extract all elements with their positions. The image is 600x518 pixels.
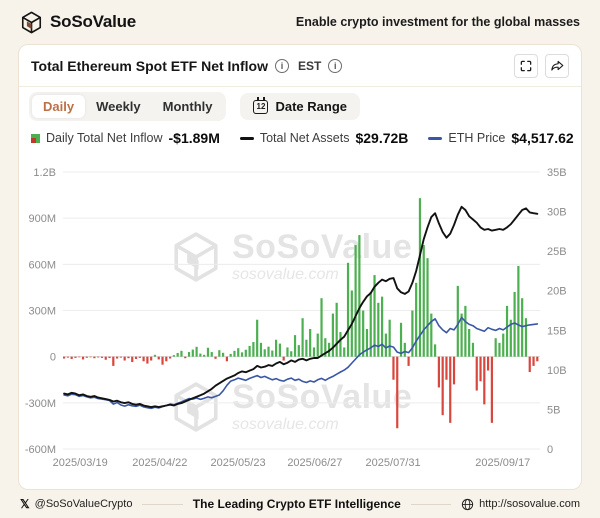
legend-item-inflow[interactable]: Daily Total Net Inflow -$1.89M — [31, 130, 220, 146]
brand: SoSoValue — [20, 11, 136, 34]
date-range-label: Date Range — [275, 98, 348, 114]
chart-card: Total Ethereum Spot ETF Net Inflow i EST… — [18, 44, 582, 490]
legend: Daily Total Net Inflow -$1.89M Total Net… — [31, 125, 574, 151]
fullscreen-icon — [520, 60, 532, 71]
divider — [142, 503, 183, 505]
legend-value: -$1.89M — [168, 130, 220, 146]
svg-text:25B: 25B — [547, 246, 567, 258]
svg-text:15B: 15B — [547, 325, 567, 337]
tab-daily[interactable]: Daily — [32, 94, 86, 118]
svg-text:0: 0 — [547, 444, 553, 456]
url-text: http://sosovalue.com — [479, 498, 581, 510]
chart-title: Total Ethereum Spot ETF Net Inflow — [31, 57, 268, 74]
legend-value: $4,517.62 — [511, 130, 574, 146]
svg-text:0: 0 — [50, 352, 56, 364]
footer-url: http://sosovalue.com — [461, 498, 580, 511]
bar-marker-icon — [31, 133, 40, 143]
etf-inflow-chart-plot[interactable]: 1.2B 900M 600M 300M 0 -300M -600M 35B 30B 25B 20B 1… — [0, 160, 600, 480]
header: SoSoValue Enable crypto investment for t… — [0, 0, 600, 44]
svg-text:300M: 300M — [28, 306, 56, 318]
svg-text:-600M: -600M — [25, 444, 56, 456]
svg-text:900M: 900M — [28, 213, 56, 225]
share-icon — [550, 60, 563, 71]
tabs-row: Daily Weekly Monthly 12 Date Range — [29, 89, 361, 123]
blue-line-marker-icon — [428, 136, 443, 140]
est-info-icon[interactable]: i — [328, 58, 343, 73]
svg-text:2025/05/23: 2025/05/23 — [211, 457, 266, 469]
tab-monthly[interactable]: Monthly — [162, 98, 213, 114]
svg-text:30B: 30B — [547, 207, 567, 219]
date-range-button[interactable]: 12 Date Range — [240, 92, 361, 120]
globe-icon — [461, 498, 474, 510]
x-logo-icon: 𝕏 — [20, 497, 30, 511]
interval-tab-group: Daily Weekly Monthly — [29, 91, 227, 121]
timezone-label: EST — [297, 58, 322, 73]
legend-name: Daily Total Net Inflow — [46, 131, 163, 145]
svg-text:2025/09/17: 2025/09/17 — [475, 457, 530, 469]
footer: 𝕏 @SoSoValueCrypto The Leading Crypto ET… — [0, 490, 600, 518]
svg-text:600M: 600M — [28, 259, 56, 271]
svg-text:35B: 35B — [547, 167, 567, 179]
svg-text:5B: 5B — [547, 404, 560, 416]
svg-text:10B: 10B — [547, 365, 567, 377]
legend-item-net-assets[interactable]: Total Net Assets $29.72B — [239, 130, 409, 146]
sosovalue-cube-logo — [21, 11, 42, 33]
brand-name: SoSoValue — [50, 12, 137, 31]
legend-value: $29.72B — [355, 130, 409, 146]
calendar-icon: 12 — [253, 97, 269, 114]
footer-slogan: The Leading Crypto ETF Intelligence — [192, 497, 401, 511]
footer-x-handle: 𝕏 @SoSoValueCrypto — [20, 497, 132, 511]
share-button[interactable] — [545, 53, 569, 78]
svg-text:1.2B: 1.2B — [33, 167, 56, 179]
svg-text:2025/06/27: 2025/06/27 — [287, 457, 342, 469]
svg-text:20B: 20B — [547, 286, 567, 298]
svg-text:2025/04/22: 2025/04/22 — [132, 457, 187, 469]
svg-text:-300M: -300M — [25, 398, 56, 410]
fullscreen-button[interactable] — [514, 53, 538, 78]
legend-name: ETH Price — [448, 131, 506, 145]
svg-text:2025/07/31: 2025/07/31 — [366, 457, 421, 469]
black-line-marker-icon — [239, 136, 254, 140]
tab-weekly[interactable]: Weekly — [96, 98, 141, 114]
x-handle-text: @SoSoValueCrypto — [34, 498, 133, 510]
legend-name: Total Net Assets — [259, 131, 350, 145]
info-icon[interactable]: i — [274, 58, 289, 73]
card-title-row: Total Ethereum Spot ETF Net Inflow i EST… — [19, 45, 581, 87]
divider — [410, 503, 452, 505]
svg-text:2025/03/19: 2025/03/19 — [53, 457, 108, 469]
legend-item-eth-price[interactable]: ETH Price $4,517.62 — [428, 130, 574, 146]
header-tagline: Enable crypto investment for the global … — [295, 15, 580, 29]
